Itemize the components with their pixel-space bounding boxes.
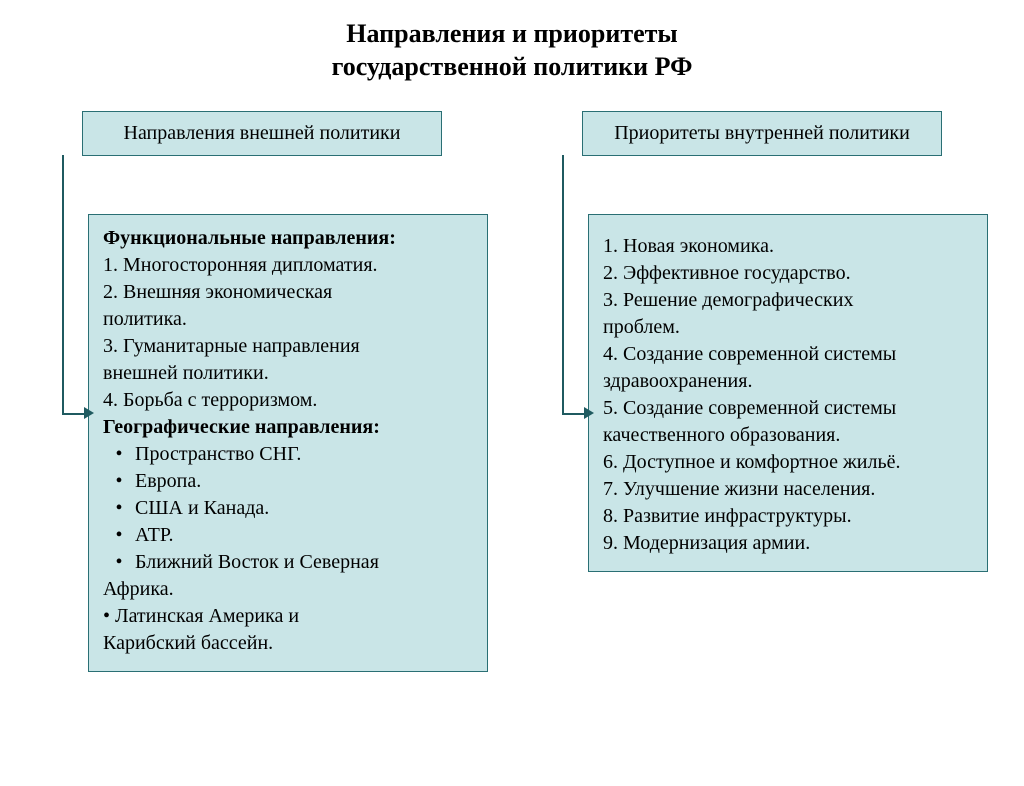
left-bullet-text: Ближний Восток и Северная: [135, 549, 473, 576]
right-item: здравоохранения.: [603, 368, 973, 395]
left-header-text: Направления внешней политики: [124, 122, 401, 144]
page-title: Направления и приоритеты государственной…: [0, 18, 1024, 83]
bullet-icon: •: [103, 522, 135, 549]
right-item: 7. Улучшение жизни населения.: [603, 476, 973, 503]
left-bullet-row: • Европа.: [103, 468, 473, 495]
left-bullet-row: • АТР.: [103, 522, 473, 549]
left-bullet-row: • США и Канада.: [103, 495, 473, 522]
title-line-1: Направления и приоритеты: [346, 19, 677, 48]
right-item: 2. Эффективное государство.: [603, 260, 973, 287]
bullet-icon: •: [103, 549, 135, 576]
left-header-box: Направления внешней политики: [82, 111, 442, 156]
left-tail: Карибский бассейн.: [103, 630, 473, 657]
right-item: 9. Модернизация армии.: [603, 530, 973, 557]
right-item: 1. Новая экономика.: [603, 233, 973, 260]
left-tail: Африка.: [103, 576, 473, 603]
bullet-icon: •: [103, 441, 135, 468]
bullet-icon: •: [103, 468, 135, 495]
left-section1-title: Функциональные направления:: [103, 227, 396, 249]
left-bullet-text: США и Канада.: [135, 495, 473, 522]
left-body-box: Функциональные направления: 1. Многостор…: [88, 214, 488, 672]
title-line-2: государственной политики РФ: [332, 52, 693, 81]
left-bullet-text: Пространство СНГ.: [135, 441, 473, 468]
right-column: Приоритеты внутренней политики 1. Новая …: [536, 111, 988, 672]
left-s1-item: 1. Многосторонняя дипломатия.: [103, 252, 473, 279]
columns-container: Направления внешней политики Функциональ…: [0, 111, 1024, 672]
left-tail: • Латинская Америка и: [103, 603, 473, 630]
bullet-icon: •: [103, 495, 135, 522]
left-section2-title: Географические направления:: [103, 414, 473, 441]
right-item: 4. Создание современной системы: [603, 341, 973, 368]
right-header-box: Приоритеты внутренней политики: [582, 111, 942, 156]
right-item: проблем.: [603, 314, 973, 341]
left-bullet-row: • Пространство СНГ.: [103, 441, 473, 468]
right-body-box: 1. Новая экономика. 2. Эффективное госуд…: [588, 214, 988, 572]
right-item: качественного образования.: [603, 422, 973, 449]
left-s1-item: 3. Гуманитарные направления: [103, 333, 473, 360]
left-s1-item: внешней политики.: [103, 360, 473, 387]
right-item: 6. Доступное и комфортное жильё.: [603, 449, 973, 476]
right-header-text: Приоритеты внутренней политики: [614, 122, 910, 144]
left-s1-item: 2. Внешняя экономическая: [103, 279, 473, 306]
right-item: 5. Создание современной системы: [603, 395, 973, 422]
left-s1-item: 4. Борьба с терроризмом.: [103, 387, 473, 414]
left-bullet-text: АТР.: [135, 522, 473, 549]
right-item: 8. Развитие инфраструктуры.: [603, 503, 973, 530]
left-column: Направления внешней политики Функциональ…: [36, 111, 488, 672]
right-item: 3. Решение демографических: [603, 287, 973, 314]
left-bullet-row: • Ближний Восток и Северная: [103, 549, 473, 576]
left-s1-item: политика.: [103, 306, 473, 333]
left-bullet-text: Европа.: [135, 468, 473, 495]
